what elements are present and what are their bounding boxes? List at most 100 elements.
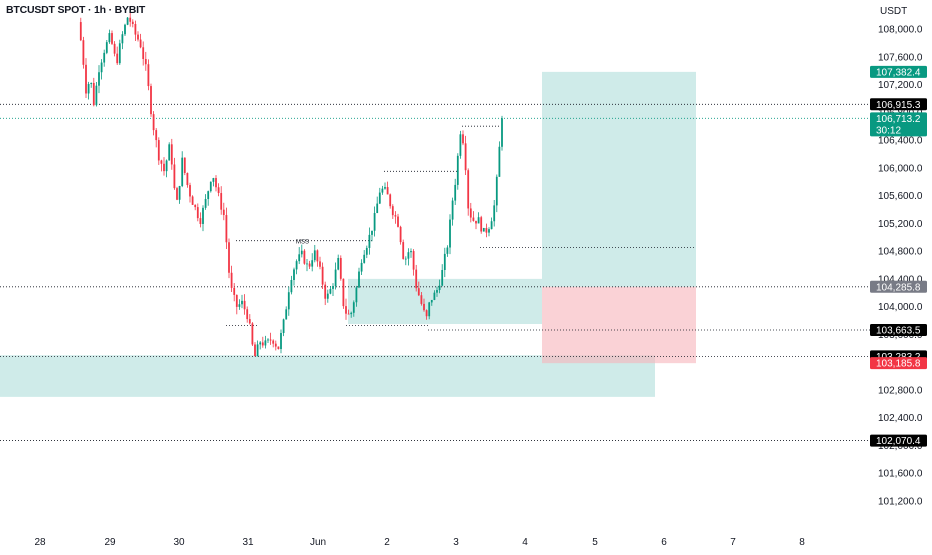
candle-body <box>436 290 438 293</box>
candle-body <box>381 188 384 193</box>
candle-body <box>168 144 171 161</box>
candle-body <box>298 254 301 262</box>
time-tick-label: 6 <box>661 537 667 548</box>
candle-body <box>202 207 204 224</box>
candle-body <box>246 309 249 320</box>
candle-body <box>160 160 163 164</box>
candle-body <box>480 217 483 232</box>
candle-body <box>394 215 397 217</box>
price-label-text: 103,663.5 <box>876 326 921 337</box>
countdown-label-text: 30:12 <box>876 125 901 136</box>
candle-body <box>280 332 282 350</box>
candle-body <box>217 187 220 194</box>
candle-body <box>407 252 410 259</box>
time-tick-label: 29 <box>104 537 116 548</box>
candle-body <box>233 287 236 295</box>
candle-body <box>443 253 446 270</box>
candle-body <box>87 84 90 94</box>
price-label-text: 106,713.2 <box>876 114 921 125</box>
stop-zone <box>542 286 696 364</box>
candle-body <box>261 342 264 346</box>
candle-body <box>342 278 345 307</box>
candle-body <box>355 287 358 303</box>
candle-body <box>329 288 332 294</box>
candle-body <box>376 203 379 213</box>
symbol-title[interactable]: BTCUSDT SPOT · 1h · BYBIT <box>6 4 146 16</box>
candle-body <box>347 313 350 315</box>
candle-body <box>144 58 147 65</box>
time-tick-label: Jun <box>310 537 326 548</box>
candle-body <box>139 39 142 48</box>
candle-body <box>433 292 436 300</box>
candle-body <box>313 250 316 261</box>
candle-body <box>482 227 485 232</box>
candle-body <box>134 23 137 35</box>
candle-body <box>222 209 225 216</box>
candle-body <box>287 292 290 310</box>
price-label-box <box>870 280 927 293</box>
target-zone <box>542 71 696 287</box>
candle-body <box>501 118 503 147</box>
candle-body <box>475 220 477 224</box>
mss-annotation: MSS <box>296 240 309 246</box>
time-tick-label: 7 <box>730 537 736 548</box>
price-label-text: 107,382.4 <box>876 67 921 78</box>
candle-body <box>155 130 158 141</box>
candle-body <box>124 24 126 35</box>
candle-body <box>178 186 181 200</box>
candle-body <box>256 344 259 357</box>
candle-body <box>90 82 93 85</box>
time-tick-label: 2 <box>384 537 390 548</box>
candle-body <box>248 319 251 324</box>
candle-body <box>251 323 254 345</box>
candle-body <box>181 157 184 187</box>
candle-body <box>129 17 132 22</box>
candle-body <box>493 205 496 222</box>
candle-body <box>311 260 314 267</box>
candle-body <box>334 269 337 287</box>
price-label-text: 103,185.8 <box>876 359 921 370</box>
candle-body <box>306 263 308 265</box>
price-tick-label: 106,400.0 <box>878 136 923 147</box>
candle-body <box>477 217 480 224</box>
candle-body <box>456 155 459 185</box>
candle-body <box>137 34 139 40</box>
candle-body <box>451 200 454 220</box>
candle-body <box>215 178 217 188</box>
time-axis[interactable]: 28 29 30 31 Jun 2 3 4 5 6 7 8 <box>34 537 805 548</box>
candle-body <box>467 170 470 209</box>
candle-body <box>150 86 152 115</box>
candle-body <box>121 34 124 44</box>
candle-body <box>191 196 194 205</box>
candle-body <box>235 294 238 307</box>
candle-body <box>469 208 472 218</box>
candle-body <box>194 204 197 208</box>
candle-body <box>170 144 173 165</box>
candle-body <box>163 163 165 172</box>
candle-body <box>272 340 275 344</box>
demand-zone <box>348 278 542 324</box>
price-tick-label: 101,600.0 <box>878 469 923 480</box>
candle-body <box>277 346 280 350</box>
candle-body <box>157 140 160 161</box>
candle-body <box>113 43 116 54</box>
candle-body <box>308 263 311 267</box>
candle-body <box>82 40 85 65</box>
price-label-text: 106,915.3 <box>876 100 921 111</box>
candle-body <box>209 181 212 192</box>
price-label-text: 104,285.8 <box>876 282 921 293</box>
candle-body <box>358 271 360 288</box>
candle-body <box>373 212 376 231</box>
price-tick-label: 102,800.0 <box>878 385 923 396</box>
candle-body <box>378 192 381 204</box>
price-label-box <box>870 434 927 447</box>
candle-body <box>430 299 433 303</box>
candle-body <box>425 310 428 317</box>
annotations-layer: MSS <box>296 240 309 246</box>
candle-body <box>293 269 295 280</box>
candle-body <box>420 295 423 304</box>
time-tick-label: 3 <box>453 537 459 548</box>
candle-body <box>204 199 207 208</box>
